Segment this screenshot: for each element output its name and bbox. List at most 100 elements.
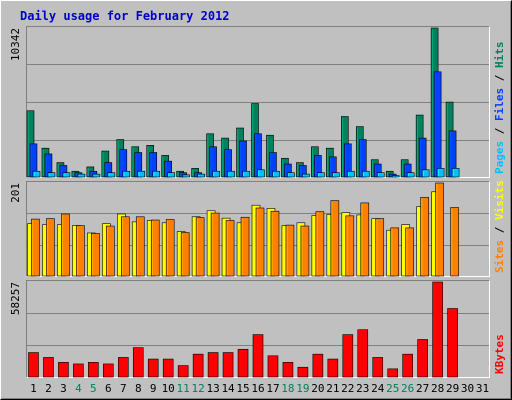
bar-pages-day-6 [107, 172, 116, 178]
bar-sites-day-9 [150, 219, 160, 277]
day-label-29: 29 [446, 382, 459, 395]
day-label-28: 28 [431, 382, 444, 395]
day-label-14: 14 [221, 382, 235, 395]
day-label-13: 13 [206, 382, 219, 395]
bar-kbytes-day-17 [267, 355, 279, 378]
legend-entry-files: Files [493, 88, 506, 121]
bar-pages-day-10 [167, 172, 175, 178]
day-label-21: 21 [326, 382, 339, 395]
bar-kbytes-day-11 [177, 365, 189, 378]
day-label-23: 23 [356, 382, 369, 395]
day-label-31: 31 [476, 382, 489, 395]
day-label-8: 8 [135, 382, 142, 395]
bar-sites-day-27 [420, 197, 429, 277]
bar-kbytes-day-21 [327, 358, 339, 378]
panel-hits-files-pages: 10342 Pages / Files / Hits [9, 26, 506, 178]
bar-kbytes-day-27 [417, 339, 428, 378]
day-label-17: 17 [266, 382, 279, 395]
day-label-10: 10 [162, 382, 175, 395]
panel-border-highlight [26, 26, 490, 178]
day-label-25: 25 [386, 382, 399, 395]
bar-kbytes-day-22 [342, 334, 354, 378]
bar-pages-day-25 [391, 175, 400, 178]
panel-kbytes: 58257 KBytes [9, 280, 506, 378]
bar-pages-day-18 [287, 172, 295, 178]
bar-pages-day-17 [272, 170, 280, 178]
bar-pages-day-19 [302, 173, 310, 178]
bar-kbytes-day-2 [43, 357, 54, 378]
bar-kbytes-day-24 [372, 357, 384, 378]
bar-sites-day-13 [210, 212, 220, 277]
bar-pages-day-11 [182, 174, 190, 178]
bar-pages-day-20 [317, 172, 325, 178]
day-label-11: 11 [177, 382, 190, 395]
day-label-18: 18 [281, 382, 294, 395]
day-label-2: 2 [45, 382, 52, 395]
bar-kbytes-day-6 [103, 363, 114, 378]
bar-sites-day-15 [240, 216, 250, 277]
day-label-20: 20 [311, 382, 324, 395]
y-max-label: 58257 [9, 282, 22, 315]
bar-pages-day-28 [436, 168, 445, 178]
bar-kbytes-day-18 [282, 362, 294, 378]
day-label-30: 30 [461, 382, 474, 395]
bar-sites-day-21 [330, 200, 340, 277]
bar-pages-day-1 [32, 170, 41, 178]
bar-pages-day-16 [257, 169, 265, 178]
bar-kbytes-day-20 [312, 353, 324, 378]
legend-entry-kbytes: KBytes [493, 334, 506, 374]
legend-entry-visits: Visits [493, 180, 506, 220]
bar-pages-day-29 [451, 168, 460, 178]
bar-sites-day-6 [106, 225, 115, 277]
bar-sites-day-22 [345, 215, 355, 277]
bar-pages-day-2 [47, 172, 56, 178]
bar-kbytes-day-5 [88, 362, 99, 378]
bar-sites-day-14 [225, 220, 235, 277]
day-label-3: 3 [60, 382, 67, 395]
bar-sites-day-23 [360, 202, 370, 277]
bar-pages-day-3 [62, 172, 71, 178]
bar-pages-day-7 [122, 170, 131, 178]
bar-sites-day-4 [76, 225, 85, 277]
y-max-label: 201 [9, 183, 22, 203]
bar-sites-day-26 [405, 227, 414, 277]
bar-pages-day-4 [77, 173, 86, 178]
day-label-7: 7 [120, 382, 127, 395]
bar-kbytes-day-1 [28, 352, 39, 378]
day-label-27: 27 [416, 382, 429, 395]
bar-sites-day-25 [390, 227, 400, 277]
panel-border-highlight [26, 181, 490, 277]
legend-entry-hits: Hits [493, 42, 506, 69]
bar-sites-day-7 [120, 216, 130, 277]
bar-kbytes-day-8 [132, 347, 144, 378]
day-label-4: 4 [75, 382, 82, 395]
day-label-1: 1 [30, 382, 37, 395]
bar-sites-day-3 [61, 213, 70, 277]
bar-sites-day-2 [46, 218, 55, 277]
bar-sites-day-16 [255, 207, 265, 277]
bar-kbytes-day-3 [58, 362, 69, 378]
bar-sites-day-8 [135, 216, 145, 277]
bar-kbytes-day-25 [387, 368, 399, 378]
bar-pages-day-9 [152, 170, 161, 178]
bar-kbytes-day-19 [297, 366, 309, 378]
bar-sites-day-18 [285, 224, 295, 277]
day-label-19: 19 [296, 382, 309, 395]
bar-kbytes-day-29 [447, 308, 458, 378]
bar-kbytes-day-12 [192, 353, 204, 378]
bar-kbytes-day-15 [237, 348, 249, 378]
bar-pages-day-21 [332, 172, 340, 178]
day-label-26: 26 [401, 382, 414, 395]
day-label-6: 6 [105, 382, 112, 395]
bar-kbytes-day-26 [402, 353, 413, 378]
legend-separator: / [493, 220, 506, 240]
panel-visits-sites: 201 Sites / Visits [9, 180, 506, 277]
bar-sites-day-11 [180, 232, 190, 277]
bar-pages-day-14 [227, 170, 235, 178]
bar-kbytes-day-9 [147, 358, 159, 378]
bar-pages-day-26 [406, 172, 415, 178]
